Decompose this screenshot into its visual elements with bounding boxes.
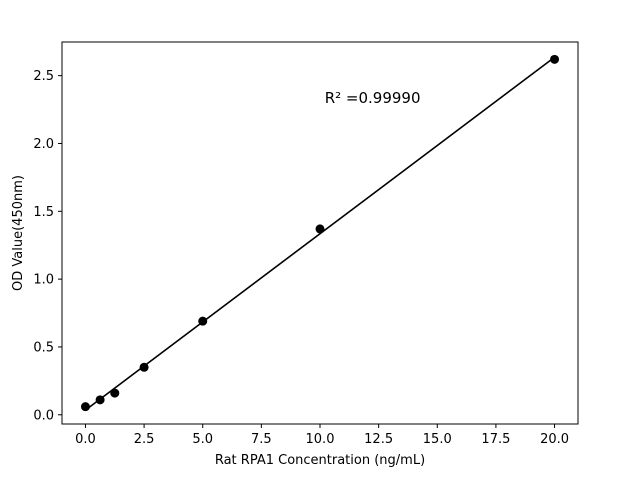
x-tick-label: 2.5	[134, 432, 155, 447]
data-point	[198, 316, 208, 326]
x-tick-label: 7.5	[251, 432, 272, 447]
data-point	[95, 395, 105, 405]
data-point	[550, 54, 560, 64]
x-tick-label: 0.0	[75, 432, 96, 447]
x-tick-label: 5.0	[192, 432, 213, 447]
fit-line	[84, 56, 556, 411]
y-tick-label: 2.5	[33, 69, 54, 84]
y-tick-label: 1.0	[33, 273, 54, 288]
y-tick-label: 1.5	[33, 205, 54, 220]
x-tick-label: 10.0	[306, 432, 335, 447]
data-point	[315, 224, 325, 234]
y-tick-label: 0.0	[33, 408, 54, 423]
x-tick-label: 15.0	[423, 432, 452, 447]
x-axis-label: Rat RPA1 Concentration (ng/mL)	[215, 453, 425, 468]
x-tick-label: 20.0	[540, 432, 569, 447]
data-point	[110, 388, 120, 398]
data-point	[139, 362, 149, 372]
x-tick-label: 17.5	[481, 432, 510, 447]
r-squared-annotation: R² =0.99990	[325, 89, 421, 107]
y-axis-label: OD Value(450nm)	[11, 175, 26, 291]
y-tick-label: 0.5	[33, 340, 54, 355]
y-tick-label: 2.0	[33, 137, 54, 152]
x-tick-label: 12.5	[364, 432, 393, 447]
data-point	[80, 402, 90, 412]
